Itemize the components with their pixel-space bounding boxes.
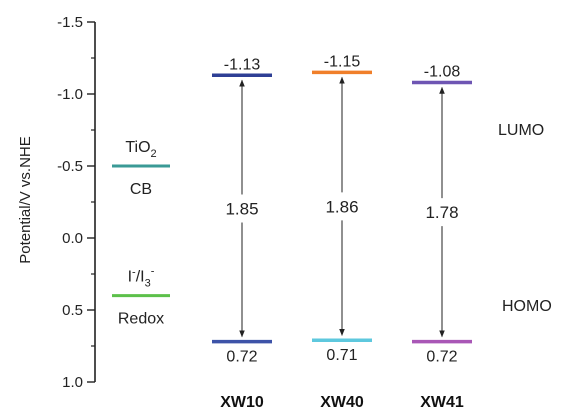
reference-top-text: /I <box>136 269 145 286</box>
y-tick-label: 0.5 <box>62 302 83 319</box>
y-tick-label: -1.0 <box>57 86 83 103</box>
y-tick-label: -0.5 <box>57 158 83 175</box>
y-tick-label: -1.5 <box>57 14 83 31</box>
reference-top-subscript: 3 <box>145 278 151 290</box>
y-tick-label: 1.0 <box>62 374 83 391</box>
gap-value: 1.86 <box>325 197 358 216</box>
reference-bottom-label: CB <box>130 181 152 198</box>
homo-label: HOMO <box>502 298 552 315</box>
dye-column: -1.13 0.72 1.85 XW10 <box>212 56 272 411</box>
lumo-value: -1.08 <box>424 63 461 80</box>
dye-column: -1.15 0.71 1.86 XW40 <box>312 53 372 411</box>
lumo-label: LUMO <box>498 122 544 139</box>
gap-value: 1.78 <box>425 203 458 222</box>
homo-value: 0.72 <box>226 349 257 366</box>
reference-top-superscript: - <box>151 266 155 278</box>
y-axis-title: Potential/V vs.NHE <box>17 136 34 264</box>
dye-name: XW41 <box>420 394 464 411</box>
reference-top-text: I <box>128 269 132 286</box>
dye-name: XW40 <box>320 394 364 411</box>
y-tick-label: 0.0 <box>62 230 83 247</box>
gap-value: 1.85 <box>225 199 258 218</box>
reference-top-subscript: 2 <box>151 148 157 160</box>
y-axis: -1.5 -1.0 -0.5 0.0 0.5 1.0 <box>57 14 96 391</box>
reference-top-superscript: - <box>132 267 136 279</box>
homo-value: 0.72 <box>426 349 457 366</box>
dye-column: -1.08 0.72 1.78 XW41 <box>412 63 472 411</box>
dye-name: XW10 <box>220 394 264 411</box>
reference-bottom-label: Redox <box>118 311 164 328</box>
dye-levels: -1.13 0.72 1.85 XW10 -1.15 0.71 1.86 XW40 -1.08 0… <box>212 53 472 411</box>
reference-top-label: TiO2 <box>125 139 156 160</box>
homo-value: 0.71 <box>326 347 357 364</box>
reference-top-label: I-/I3- <box>128 266 155 290</box>
reference-top-text: TiO <box>125 139 150 156</box>
lumo-value: -1.13 <box>224 56 261 73</box>
lumo-value: -1.15 <box>324 53 361 70</box>
